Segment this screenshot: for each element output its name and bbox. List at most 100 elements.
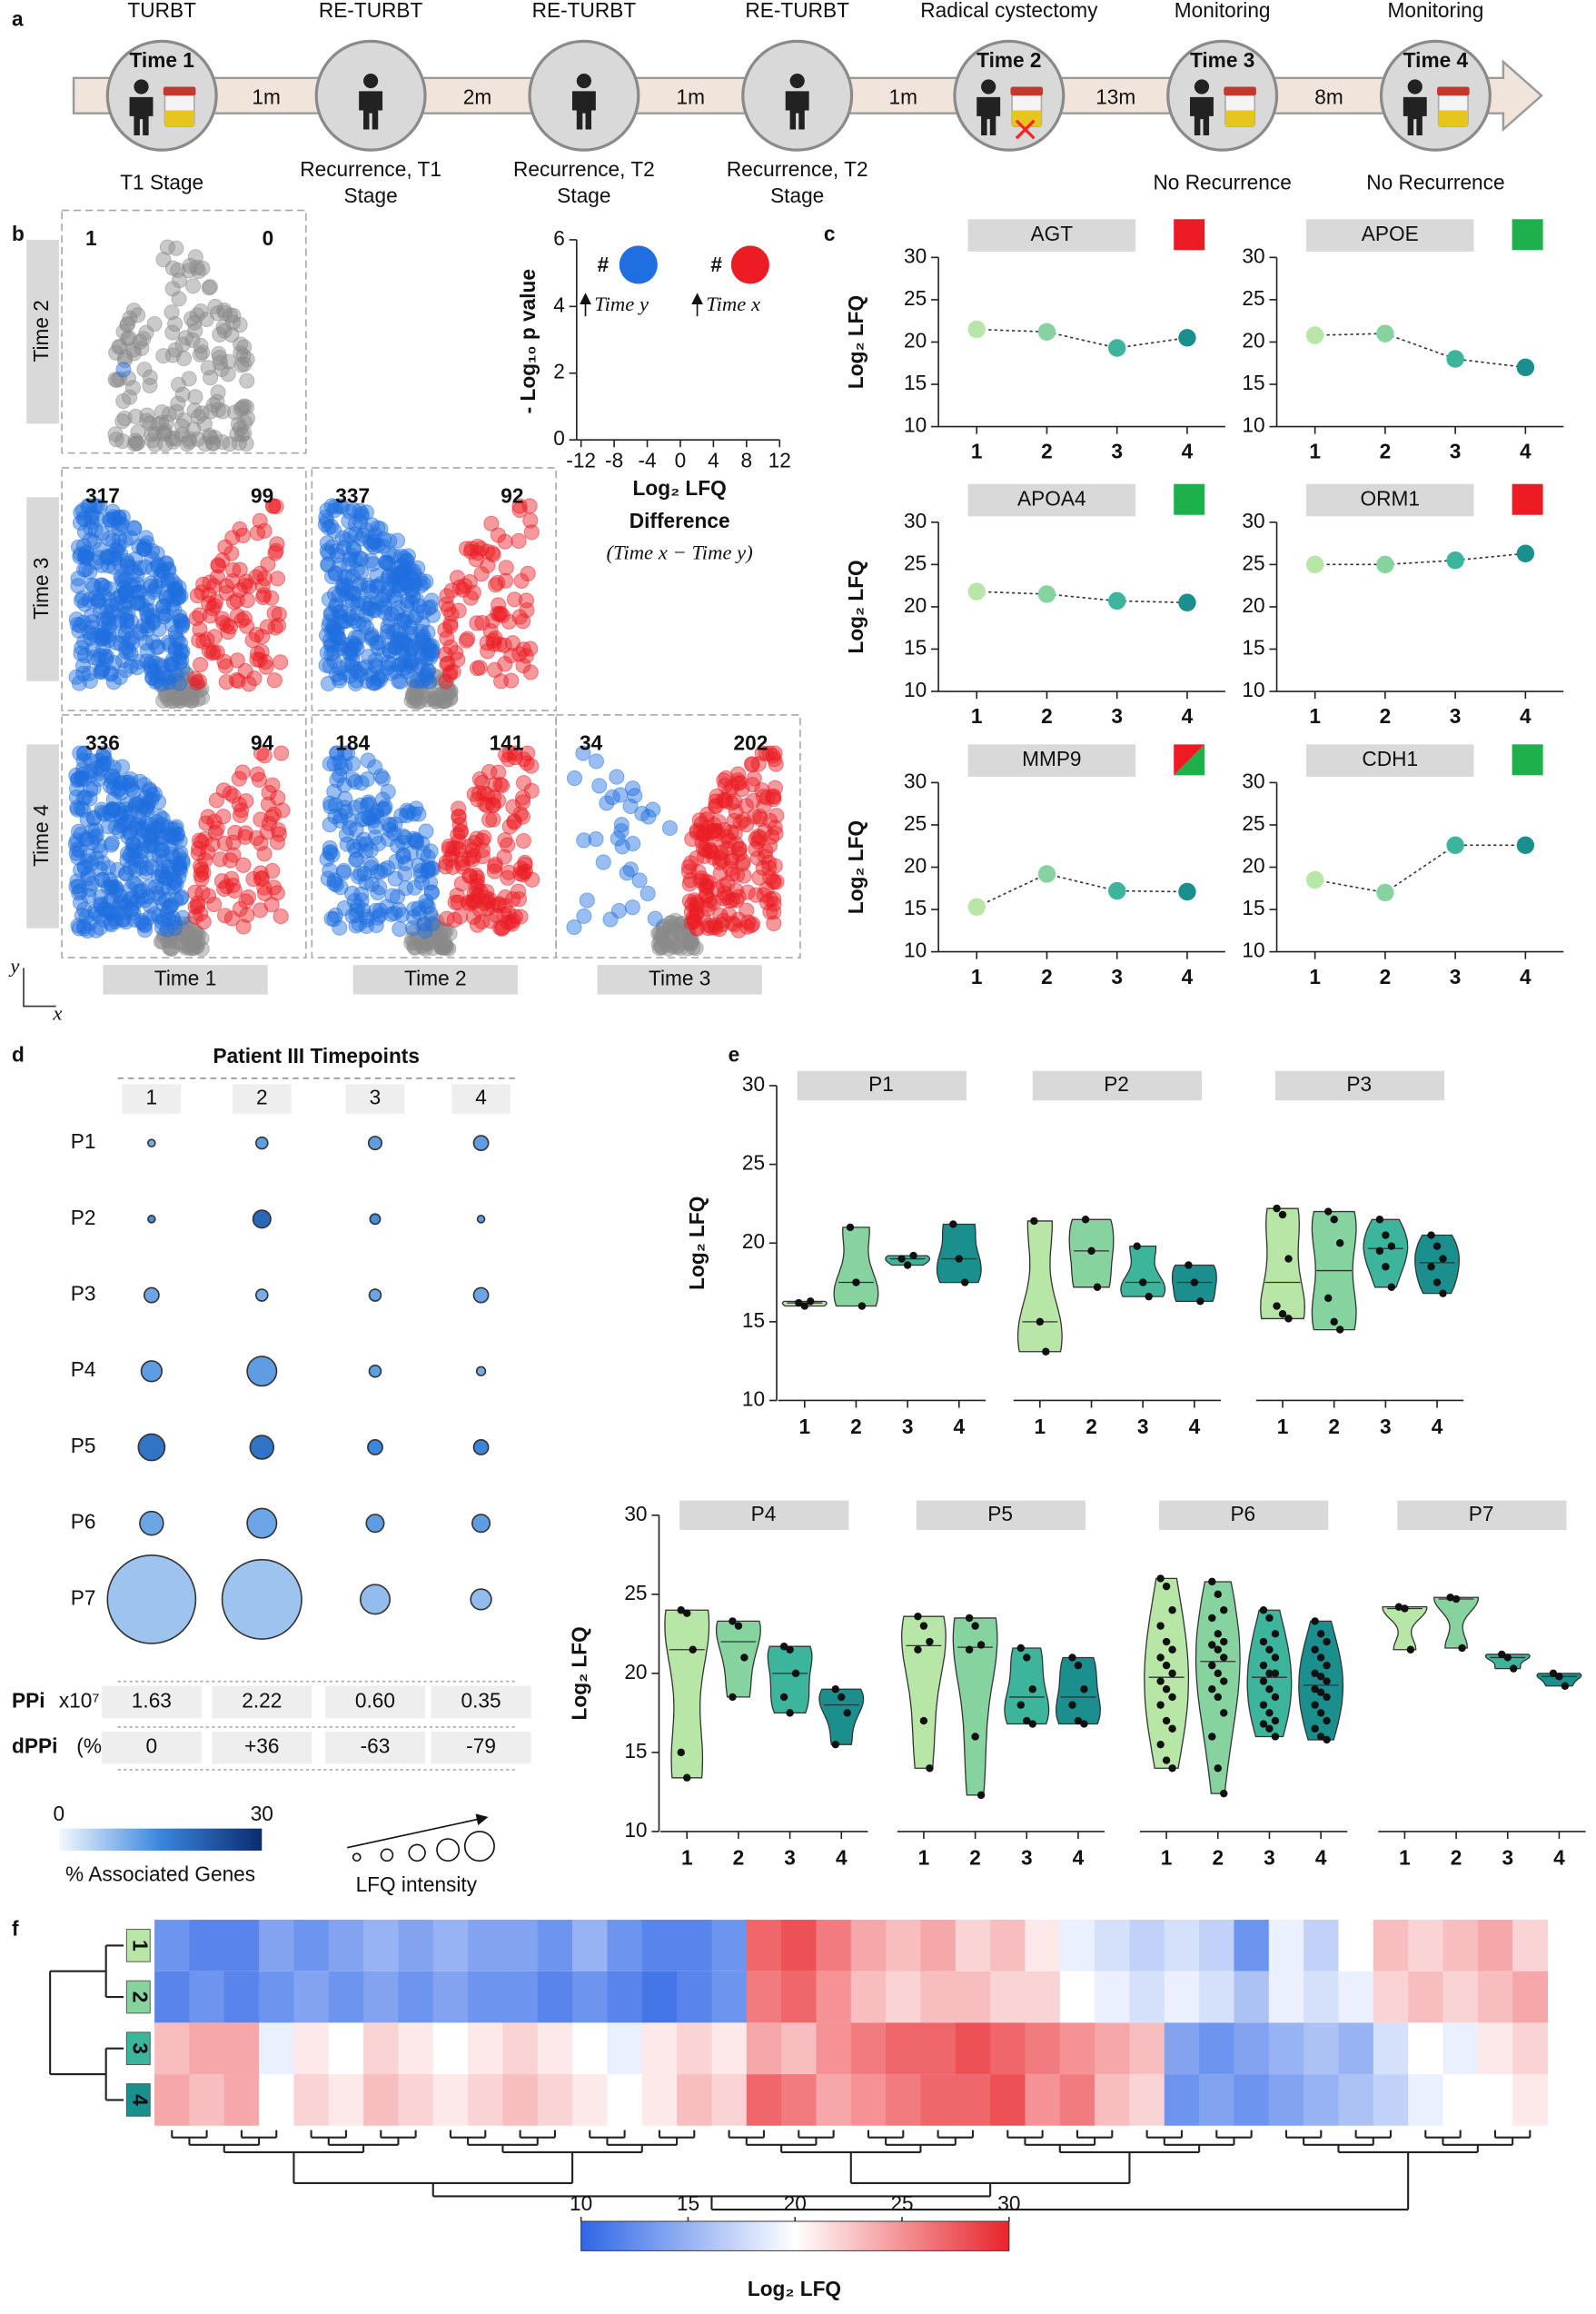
protein-dot: [231, 770, 247, 787]
protein-dot: [161, 899, 177, 916]
protein-dot: [253, 869, 271, 887]
protein-dot: [407, 610, 423, 626]
heat-cell: [781, 1971, 818, 2023]
data-point: [1323, 1677, 1331, 1685]
x-tick-label: 2: [1380, 965, 1392, 988]
protein-dot: [120, 315, 136, 333]
heat-cell: [641, 1920, 678, 1971]
data-point: [1162, 1661, 1171, 1670]
x-axis-label: Log₂ LFQ: [633, 476, 727, 500]
x-tick-label: 1: [971, 965, 983, 988]
protein-dot: [195, 633, 212, 651]
bubble: [472, 1286, 490, 1304]
heat-cell: [1234, 2022, 1270, 2075]
column-label: 1: [146, 1086, 158, 1109]
table-cell-text: 0.60: [355, 1688, 395, 1712]
protein-dot: [322, 518, 340, 534]
protein-dot: [223, 910, 241, 927]
protein-dot: [421, 862, 437, 879]
protein-dot: [412, 862, 429, 879]
protein-dot: [112, 612, 129, 629]
protein-dot: [366, 539, 382, 555]
protein-dot: [222, 436, 238, 452]
heat-cell: [1512, 2022, 1549, 2075]
protein-dot: [147, 673, 164, 690]
protein-dot: [210, 558, 227, 574]
protein-dot: [96, 750, 113, 766]
protein-dot: [115, 392, 132, 410]
y-tick-label: 15: [904, 371, 927, 394]
y-tick-label: 15: [904, 635, 927, 659]
protein-dot: [438, 854, 454, 871]
protein-dot: [207, 825, 223, 841]
heat-cell: [1025, 2074, 1061, 2126]
protein-dot: [160, 879, 176, 896]
data-point: [1375, 1216, 1384, 1224]
data-point: [1196, 1297, 1204, 1306]
x-tick-label: 1: [1309, 440, 1321, 463]
protein-dot: [748, 830, 764, 848]
trend-line: [1314, 333, 1526, 369]
protein-dot: [84, 620, 100, 636]
heat-cell: [189, 1920, 225, 1971]
data-point: [1316, 1630, 1325, 1638]
protein-dot: [238, 793, 254, 809]
y-tick-label: 20: [1242, 854, 1264, 878]
table-cell-text: 0: [146, 1734, 158, 1758]
bubble: [365, 1514, 385, 1534]
protein-dot: [134, 889, 150, 905]
protein-dot: [323, 539, 341, 555]
protein-dot: [136, 922, 154, 939]
heat-cell: [293, 2074, 330, 2126]
heat-cell: [1129, 1920, 1165, 1971]
protein-dot: [164, 324, 181, 341]
protein-dot: [233, 612, 250, 629]
bubble: [139, 1510, 164, 1536]
protein-dot: [132, 560, 148, 576]
bubble: [252, 1209, 272, 1229]
protein-dot: [167, 624, 183, 641]
x-tick-label: 8: [741, 448, 753, 472]
protein-dot: [462, 590, 479, 606]
protein-dot: [370, 670, 386, 687]
protein-dot: [471, 660, 488, 676]
data-point: [1382, 1231, 1390, 1239]
y-axis-label: Log₂ LFQ: [568, 1626, 591, 1720]
data-point: [1284, 1255, 1293, 1263]
outcome-label: No Recurrence: [1153, 170, 1291, 194]
protein-dot: [173, 652, 190, 669]
data-point: [949, 1220, 957, 1228]
x-tick-label: 4: [1182, 704, 1194, 728]
protein-dot: [428, 690, 445, 707]
row-label: 1: [128, 1940, 152, 1952]
panel-label: f: [12, 1916, 19, 1940]
data-point: [1311, 1701, 1319, 1709]
protein-dot: [114, 433, 131, 450]
protein-dot: [142, 575, 159, 592]
protein-dot: [414, 672, 431, 689]
table-cell-text: 0.35: [461, 1688, 501, 1712]
heat-cell: [468, 2022, 504, 2075]
panel-label: e: [729, 1043, 740, 1067]
x-tick-label: 2: [1380, 440, 1392, 463]
protein-dot: [192, 346, 208, 362]
bubble: [475, 1366, 487, 1376]
data-point: [1271, 1733, 1280, 1741]
data-point: [1208, 1577, 1216, 1586]
heat-cell: [432, 1971, 469, 2023]
protein-dot: [640, 809, 657, 825]
heat-cell: [1059, 2074, 1095, 2126]
outcome-label: Recurrence, T2: [513, 157, 655, 181]
protein-dot: [139, 591, 155, 607]
violin: [767, 1645, 813, 1714]
protein-dot: [473, 566, 490, 582]
protein-dot: [440, 655, 456, 671]
data-point: [1432, 1278, 1442, 1286]
chart-title: CDH1: [1362, 747, 1418, 770]
heat-cell: [1373, 1920, 1409, 1971]
protein-dot: [224, 314, 241, 331]
protein-dot: [238, 893, 254, 909]
data-point: [1162, 1716, 1171, 1725]
data-point: [1259, 1637, 1268, 1646]
protein-dot: [233, 357, 250, 373]
